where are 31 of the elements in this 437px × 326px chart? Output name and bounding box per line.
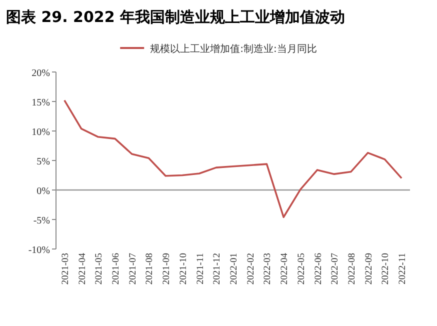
x-tick-label: 2021-12	[212, 252, 223, 285]
y-tick-label: 5%	[36, 156, 50, 168]
y-tick-label: 15%	[32, 98, 50, 108]
x-tick-label: 2021-10	[178, 252, 189, 285]
x-tick-label: 2021-03	[60, 252, 71, 285]
x-tick-label: 2022-08	[348, 252, 358, 285]
chart-title: 图表 29. 2022 年我国制造业规上工业增加值波动	[6, 8, 345, 26]
y-tick-label: 20%	[32, 68, 50, 79]
x-tick-label: 2022-05	[296, 252, 307, 285]
x-tick-label: 2021-11	[196, 252, 206, 284]
x-tick-label: 2022-11	[398, 252, 408, 284]
x-tick-label: 2022-03	[263, 252, 274, 285]
line-series	[64, 99, 402, 218]
x-tick-label: 2022-07	[330, 252, 341, 285]
x-tick-label: 2022-02	[246, 252, 256, 285]
x-tick-label: 2022-04	[280, 252, 290, 285]
x-tick-label: 2022-06	[314, 252, 324, 285]
x-tick-label: 2021-06	[112, 252, 122, 285]
y-tick-label: 0%	[36, 186, 50, 197]
x-tick-label: 2022-10	[381, 252, 392, 285]
x-tick-label: 2021-05	[94, 252, 105, 285]
x-tick-label: 2022-09	[364, 252, 374, 285]
x-tick-label: 2021-08	[145, 252, 156, 285]
x-tick-label: 2021-09	[162, 252, 172, 285]
legend-label: 规模以上工业增加值:制造业:当月同比	[150, 43, 317, 55]
x-tick-label: 2021-04	[78, 252, 88, 285]
y-tick-label: -10%	[28, 245, 50, 256]
y-tick-label: -5%	[33, 216, 50, 226]
x-tick-label: 2021-07	[128, 252, 138, 285]
x-tick-label: 2022-01	[230, 252, 240, 285]
y-tick-label: 10%	[32, 127, 50, 138]
